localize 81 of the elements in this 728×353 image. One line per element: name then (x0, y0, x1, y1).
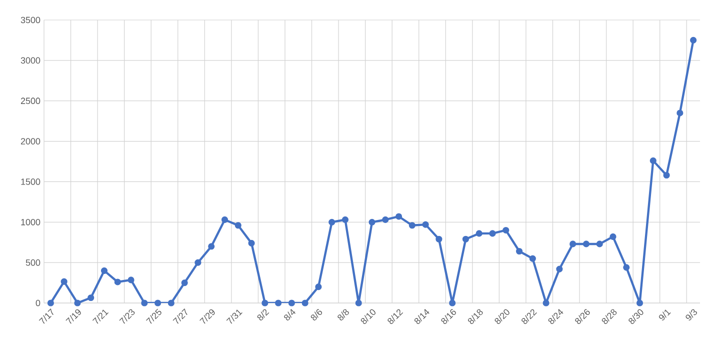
point (408, 222, 416, 229)
point (570, 240, 576, 248)
point (114, 278, 121, 286)
y-tick-label: 1500 (21, 178, 40, 185)
point (141, 300, 148, 306)
x-tick-label: 8/22 (522, 309, 537, 324)
x-tick-label: 7/29 (200, 309, 215, 324)
x-tick-label: 8/28 (602, 309, 617, 324)
point (355, 300, 362, 306)
point (610, 233, 616, 240)
point (342, 216, 349, 223)
point (234, 222, 242, 229)
point (636, 300, 644, 306)
point (676, 110, 684, 116)
x-tick-label: 8/10 (360, 309, 376, 324)
x-tick-label: 7/31 (226, 310, 242, 324)
y-tick-label: 3000 (20, 57, 40, 64)
point (489, 230, 496, 237)
point (596, 240, 603, 248)
point (100, 267, 108, 274)
x-tick-label: 7/25 (146, 308, 162, 324)
x-tick-label: 8/26 (575, 309, 590, 324)
point (436, 236, 442, 242)
point (650, 157, 656, 164)
point (582, 240, 590, 248)
y-tick-label: 2000 (20, 138, 40, 144)
point (194, 259, 202, 266)
x-tick-label: 8/6 (310, 309, 322, 320)
point (248, 240, 255, 246)
y-tick-label: 3500 (20, 16, 40, 24)
point (623, 264, 630, 271)
point (74, 300, 81, 306)
x-tick-label: 8/30 (628, 309, 644, 324)
x-tick-label: 7/23 (119, 309, 135, 324)
point (315, 284, 322, 290)
x-tick-label: 8/14 (414, 309, 430, 324)
point (690, 36, 697, 44)
x-tick-label: 7/21 (92, 310, 109, 324)
point (262, 300, 268, 306)
point (476, 230, 482, 237)
x-tick-label: 8/24 (548, 309, 564, 324)
point (328, 218, 336, 226)
point (275, 300, 282, 306)
point (168, 300, 174, 306)
x-tick-label: 8/16 (441, 309, 456, 324)
x-tick-label: 8/12 (388, 309, 404, 324)
point (502, 226, 510, 234)
point (302, 300, 308, 306)
point (422, 221, 429, 228)
x-tick-label: 7/27 (172, 308, 188, 324)
x-tick-label: 7/19 (66, 309, 81, 324)
point (542, 300, 550, 306)
x-tick-label: 8/20 (494, 309, 510, 324)
point (181, 280, 188, 286)
point (128, 276, 134, 284)
point (663, 172, 670, 179)
point (47, 300, 54, 306)
y-tick-label: 500 (26, 259, 40, 266)
point (462, 236, 470, 242)
point (368, 218, 376, 226)
x-tick-label: 9/1 (658, 310, 671, 320)
y-tick-label: 1000 (21, 218, 40, 226)
point (208, 243, 215, 250)
point (88, 294, 94, 302)
x-tick-label: 8/4 (284, 309, 296, 320)
point (449, 300, 456, 306)
point (154, 300, 162, 306)
point (288, 300, 295, 306)
x-tick-label: 8/18 (468, 309, 483, 324)
point (382, 216, 389, 223)
y-tick-label: 2500 (20, 98, 40, 104)
point (516, 248, 523, 255)
x-tick-label: 9/3 (686, 309, 697, 320)
y-tick-label: 0 (36, 300, 40, 306)
point (395, 213, 402, 220)
x-tick-label: 8/8 (338, 309, 349, 320)
point (60, 278, 68, 285)
point (556, 266, 563, 272)
point (529, 255, 536, 262)
point (221, 216, 228, 223)
x-tick-label: 8/2 (257, 309, 270, 320)
